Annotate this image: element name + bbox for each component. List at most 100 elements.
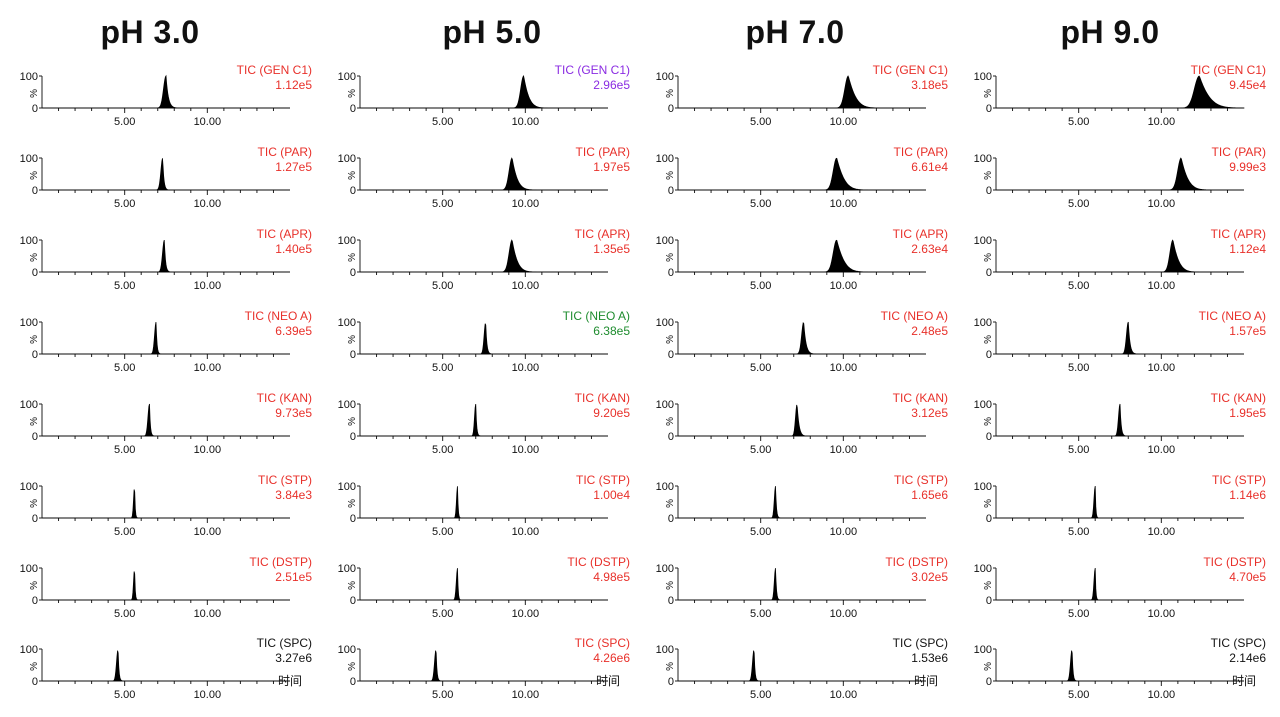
y-tick-label: 100 (338, 71, 356, 83)
y-axis-label: % (665, 171, 676, 180)
y-tick-label: 0 (986, 349, 992, 361)
x-tick-label: 5.00 (114, 444, 135, 456)
chromatogram-panel: 100% 0 5.00 10.00 TIC (GEN C1)1.12e5 (20, 63, 313, 128)
intensity-label: 2.51e5 (275, 570, 312, 584)
intensity-label: 1.14e6 (1229, 488, 1266, 502)
intensity-label: 4.98e5 (593, 570, 630, 584)
x-tick-label: 5.00 (432, 280, 453, 292)
intensity-label: 3.27e6 (275, 651, 312, 665)
chromatogram-peak (360, 75, 608, 109)
y-tick-label: 100 (656, 153, 674, 165)
y-tick-label: 0 (986, 513, 992, 525)
trace-label: TIC (NEO A) (563, 309, 630, 323)
chromatogram-peak (42, 650, 290, 682)
x-tick-label: 5.00 (432, 198, 453, 210)
x-tick-label: 10.00 (1148, 689, 1176, 701)
y-tick-label: 0 (32, 103, 38, 115)
x-tick-label: 10.00 (1148, 608, 1176, 620)
x-tick-label: 5.00 (1068, 689, 1089, 701)
trace-label: TIC (DSTP) (567, 555, 630, 569)
intensity-label: 6.38e5 (593, 324, 630, 338)
y-tick-label: 100 (20, 563, 38, 575)
y-tick-label: 0 (986, 431, 992, 443)
intensity-label: 3.84e3 (275, 488, 312, 502)
y-axis-label: % (665, 417, 676, 426)
chromatogram-peak (360, 486, 608, 519)
y-tick-label: 100 (338, 481, 356, 493)
intensity-label: 1.12e5 (275, 78, 312, 92)
intensity-label: 1.00e4 (593, 488, 630, 502)
chromatogram-peak (42, 74, 290, 109)
chromatogram-panel: 100% 0 5.00 10.00 TIC (GEN C1)3.18e5 (656, 63, 949, 128)
chromatogram-peak (678, 75, 926, 109)
y-tick-label: 100 (20, 399, 38, 411)
chromatogram-panel: 100% 0 5.00 10.00 TIC (DSTP)3.02e5 (656, 555, 949, 620)
x-tick-label: 5.00 (750, 116, 771, 128)
x-axis-unit-label: 时间 (596, 674, 620, 688)
chromatogram-peak (996, 485, 1244, 519)
y-tick-label: 100 (338, 399, 356, 411)
x-tick-label: 10.00 (194, 280, 222, 292)
intensity-label: 2.63e4 (911, 242, 948, 256)
y-tick-label: 100 (974, 563, 992, 575)
intensity-label: 1.12e4 (1229, 242, 1266, 256)
y-tick-label: 100 (974, 153, 992, 165)
trace-label: TIC (NEO A) (245, 309, 312, 323)
y-tick-label: 100 (656, 399, 674, 411)
trace-label: TIC (PAR) (258, 145, 312, 159)
intensity-label: 3.02e5 (911, 570, 948, 584)
trace-label: TIC (PAR) (1212, 145, 1266, 159)
chromatogram-panel: 100% 0 5.00 10.00 TIC (DSTP)4.70e5 (974, 555, 1267, 620)
intensity-label: 1.35e5 (593, 242, 630, 256)
y-axis-label: % (665, 89, 676, 98)
x-tick-label: 5.00 (114, 526, 135, 538)
chromatogram-panel: 100% 0 5.00 10.00 TIC (GEN C1)9.45e4 (974, 63, 1267, 128)
y-axis-label: % (983, 171, 994, 180)
chromatogram-panel: 100% 0 5.00 10.00 TIC (SPC)1.53e6 时间 (656, 636, 949, 701)
y-tick-label: 0 (986, 267, 992, 279)
x-tick-label: 5.00 (750, 280, 771, 292)
x-tick-label: 5.00 (750, 608, 771, 620)
y-tick-label: 0 (350, 595, 356, 607)
chromatogram-peak (678, 650, 926, 682)
trace-label: TIC (GEN C1) (1191, 63, 1266, 77)
chromatogram-peak (996, 403, 1244, 437)
x-tick-label: 10.00 (194, 362, 222, 374)
x-tick-label: 5.00 (1068, 608, 1089, 620)
chromatogram-panel: 100% 0 5.00 10.00 TIC (STP)3.84e3 (20, 473, 313, 538)
y-axis-label: % (983, 417, 994, 426)
y-tick-label: 0 (986, 103, 992, 115)
y-axis-label: % (347, 171, 358, 180)
trace-label: TIC (DSTP) (885, 555, 948, 569)
trace-label: TIC (DSTP) (1203, 555, 1266, 569)
trace-label: TIC (APR) (1211, 227, 1266, 241)
y-tick-label: 100 (974, 481, 992, 493)
x-tick-label: 10.00 (512, 689, 540, 701)
y-tick-label: 0 (668, 267, 674, 279)
y-axis-label: % (347, 581, 358, 590)
y-tick-label: 0 (32, 267, 38, 279)
y-tick-label: 0 (32, 595, 38, 607)
intensity-label: 6.61e4 (911, 160, 948, 174)
x-tick-label: 10.00 (512, 280, 540, 292)
x-tick-label: 5.00 (114, 198, 135, 210)
x-tick-label: 5.00 (750, 198, 771, 210)
chromatogram-panel: 100% 0 5.00 10.00 TIC (SPC)2.14e6 时间 (974, 636, 1267, 701)
x-tick-label: 10.00 (194, 608, 222, 620)
x-tick-label: 5.00 (432, 444, 453, 456)
y-tick-label: 0 (986, 185, 992, 197)
y-tick-label: 0 (32, 431, 38, 443)
intensity-label: 9.20e5 (593, 406, 630, 420)
chromatogram-panel: 100% 0 5.00 10.00 TIC (PAR)1.27e5 (20, 145, 313, 210)
x-tick-label: 5.00 (432, 689, 453, 701)
x-tick-label: 10.00 (512, 198, 540, 210)
intensity-label: 1.40e5 (275, 242, 312, 256)
trace-label: TIC (KAN) (1211, 391, 1266, 405)
chromatogram-peak (996, 239, 1244, 273)
y-axis-label: % (665, 499, 676, 508)
chromatogram-peak (42, 239, 290, 273)
trace-label: TIC (APR) (575, 227, 630, 241)
chromatogram-panel: 100% 0 5.00 10.00 TIC (KAN)9.20e5 (338, 391, 631, 456)
intensity-label: 4.26e6 (593, 651, 630, 665)
y-tick-label: 0 (350, 513, 356, 525)
